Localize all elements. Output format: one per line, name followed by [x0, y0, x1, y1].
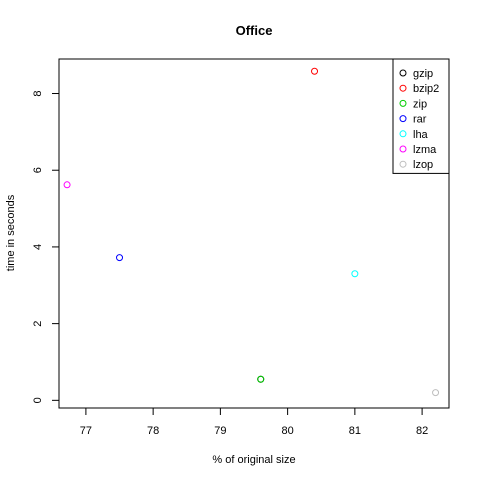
data-points [63, 67, 440, 397]
x-tick-label: 77 [80, 425, 92, 437]
y-axis-title: time in seconds [5, 194, 17, 271]
legend-marker-rar [399, 115, 407, 123]
legend-marker-zip [399, 99, 407, 107]
x-axis-title: % of original size [212, 454, 295, 466]
x-axis: 77 78 79 80 81 82 [80, 407, 428, 437]
legend: gzip bzip2 zip rar lha lzma lzop [392, 58, 450, 174]
y-tick-label: 2 [32, 321, 44, 327]
x-tick-label: 80 [281, 425, 293, 437]
data-point-lha [351, 270, 359, 278]
legend-marker-bzip2 [399, 84, 407, 92]
legend-marker-lzop [399, 160, 407, 168]
legend-box [392, 58, 450, 174]
y-axis: 0 2 4 6 8 [32, 90, 60, 403]
legend-label-zip: zip [413, 98, 427, 110]
x-tick-label: 78 [147, 425, 159, 437]
x-tick-label: 81 [349, 425, 361, 437]
data-point-rar [116, 254, 124, 262]
x-tick-label: 82 [416, 425, 428, 437]
data-point-lzma [63, 181, 71, 189]
data-point-bzip2 [311, 67, 319, 75]
data-point-lzop [432, 389, 440, 397]
legend-marker-lha [399, 130, 407, 138]
legend-marker-lzma [399, 145, 407, 153]
legend-marker-gzip [399, 69, 407, 77]
data-point-zip [257, 375, 265, 383]
y-tick-label: 8 [32, 90, 44, 96]
x-tick-label: 79 [214, 425, 226, 437]
legend-label-gzip: gzip [413, 68, 433, 80]
legend-label-lha: lha [413, 129, 429, 141]
legend-label-rar: rar [413, 114, 427, 126]
y-tick-label: 0 [32, 397, 44, 403]
legend-label-lzop: lzop [413, 159, 433, 171]
plot-area-frame [58, 58, 450, 409]
chart-title: Office [236, 23, 273, 38]
legend-label-bzip2: bzip2 [413, 83, 439, 95]
y-tick-label: 6 [32, 167, 44, 173]
y-tick-label: 4 [32, 244, 44, 250]
legend-label-lzma: lzma [413, 144, 437, 156]
